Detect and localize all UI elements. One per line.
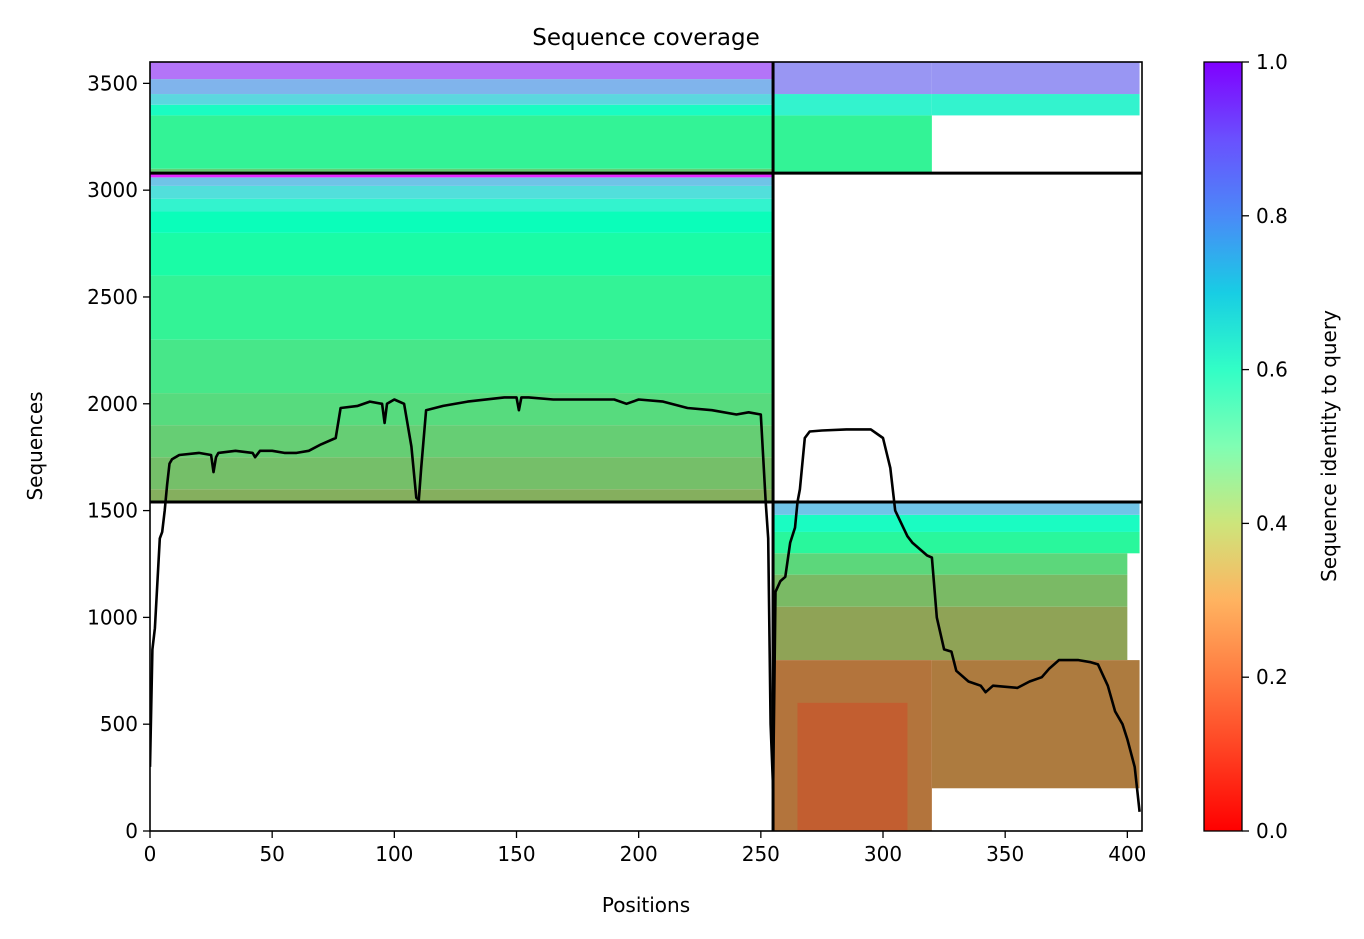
coverage-band-2-0 [773, 115, 932, 174]
coverage-band-5-1 [773, 574, 1128, 607]
colorbar-label: Sequence identity to query [1317, 310, 1341, 582]
x-tick-label-8: 400 [1108, 842, 1146, 866]
coverage-band-0-2 [150, 425, 774, 458]
coverage-line [150, 396, 1141, 812]
y-tick-label-6: 3000 [87, 178, 138, 202]
coverage-band-2-1 [773, 94, 932, 116]
coverage-band-0-11 [150, 173, 774, 178]
coverage-band-1-1 [150, 115, 774, 169]
y-tick-label-2: 1000 [87, 605, 138, 629]
y-tick-label-5: 2500 [87, 285, 138, 309]
coverage-band-0-3 [150, 393, 774, 426]
colorbar-tick-label-4: 0.8 [1256, 204, 1288, 228]
chart-title: Sequence coverage [532, 25, 760, 51]
y-axis-ticks: 0 500 1000 1500 2000 2500 3000 3500 [87, 71, 150, 843]
coverage-band-7-0 [797, 702, 908, 831]
coverage-band-4-0 [773, 531, 1140, 554]
colorbar-tick-label-2: 0.4 [1256, 511, 1288, 535]
coverage-band-1-3 [150, 94, 774, 105]
colorbar-ticks: 0.0 0.2 0.4 0.6 0.8 1.0 [1242, 50, 1288, 843]
x-tick-label-2: 100 [375, 842, 413, 866]
coverage-band-0-7 [150, 211, 774, 233]
x-axis-ticks: 0 50 100 150 200 250 300 350 400 [144, 831, 1146, 866]
y-tick-label-7: 3500 [87, 71, 138, 95]
y-axis-label: Sequences [23, 391, 47, 500]
coverage-band-0-8 [150, 198, 774, 212]
coverage-band-0-5 [150, 275, 774, 340]
coverage-band-1-5 [150, 62, 774, 80]
coverage-band-2-2 [773, 62, 932, 95]
coverage-band-1-2 [150, 104, 774, 116]
colorbar-tick-label-3: 0.6 [1256, 358, 1288, 382]
y-tick-label-4: 2000 [87, 392, 138, 416]
coverage-band-1-4 [150, 79, 774, 95]
x-tick-label-0: 0 [144, 842, 157, 866]
colorbar [1203, 61, 1243, 832]
x-tick-label-3: 150 [497, 842, 535, 866]
colorbar-tick-label-0: 0.0 [1256, 819, 1288, 843]
x-tick-label-4: 200 [620, 842, 658, 866]
coverage-band-3-1 [931, 62, 1140, 95]
coverage-band-0-6 [150, 232, 774, 276]
coverage-band-0-4 [150, 339, 774, 394]
x-tick-label-7: 350 [986, 842, 1024, 866]
coverage-band-1-0 [150, 168, 774, 174]
coverage-band-4-1 [773, 514, 1140, 532]
colorbar-tick-label-5: 1.0 [1256, 50, 1288, 74]
x-tick-label-5: 250 [742, 842, 780, 866]
plot-frame [149, 61, 1143, 832]
y-tick-label-3: 1500 [87, 499, 138, 523]
coverage-band-5-2 [773, 553, 1128, 575]
x-tick-label-1: 50 [259, 842, 284, 866]
x-axis-label: Positions [602, 893, 690, 917]
y-tick-label-0: 0 [125, 819, 138, 843]
coverage-band-0-10 [150, 177, 774, 186]
coverage-band-3-0 [931, 94, 1140, 116]
colorbar-tick-label-1: 0.2 [1256, 665, 1288, 689]
coverage-band-0-1 [150, 457, 774, 490]
coverage-band-0-9 [150, 185, 774, 199]
coverage-blocks [150, 62, 1140, 831]
x-tick-label-6: 300 [864, 842, 902, 866]
y-tick-label-1: 500 [100, 712, 138, 736]
coverage-band-0-0 [150, 489, 774, 503]
coverage-band-4-2 [773, 502, 1140, 515]
